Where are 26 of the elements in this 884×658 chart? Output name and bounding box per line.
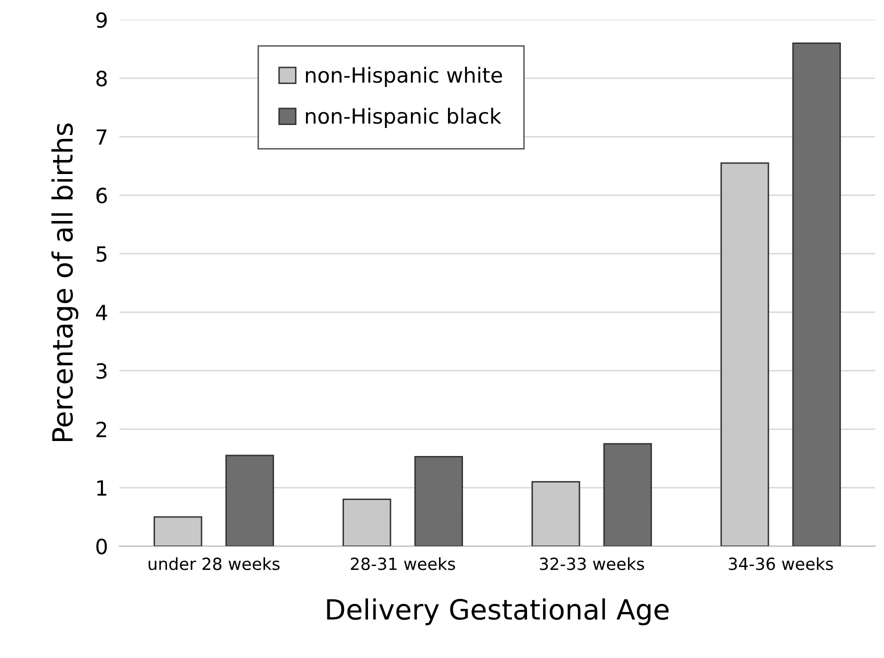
y-tick-label: 7 <box>96 129 106 145</box>
y-tick-label: 0 <box>96 538 107 554</box>
y-tick-label: 1 <box>97 480 106 496</box>
bar <box>414 456 463 546</box>
y-tick-label: 6 <box>96 188 107 204</box>
legend-label: non-Hispanic white <box>306 66 502 87</box>
y-tick-label: 9 <box>96 12 107 28</box>
bar <box>603 443 652 546</box>
x-tick-label: 28-31 weeks <box>350 557 456 570</box>
y-tick-label: 8 <box>96 70 107 86</box>
y-tick-label: 2 <box>96 422 106 438</box>
bar <box>342 498 392 546</box>
x-tick-label: 34-36 weeks <box>728 557 833 570</box>
y-tick-label: 4 <box>96 304 108 320</box>
bar <box>532 481 580 546</box>
bar <box>792 42 841 546</box>
y-axis-title: Percentage of all births <box>51 123 78 442</box>
x-tick-label: under 28 weeks <box>148 557 280 570</box>
bar <box>154 516 202 546</box>
y-tick-label: 5 <box>96 246 106 262</box>
x-axis-title: Delivery Gestational Age <box>327 598 669 626</box>
bar <box>225 454 274 546</box>
y-tick-label: 3 <box>96 363 107 379</box>
legend-label: non-Hispanic black <box>306 108 502 128</box>
bar <box>720 162 770 546</box>
x-tick-label: 32-33 weeks <box>540 557 644 570</box>
